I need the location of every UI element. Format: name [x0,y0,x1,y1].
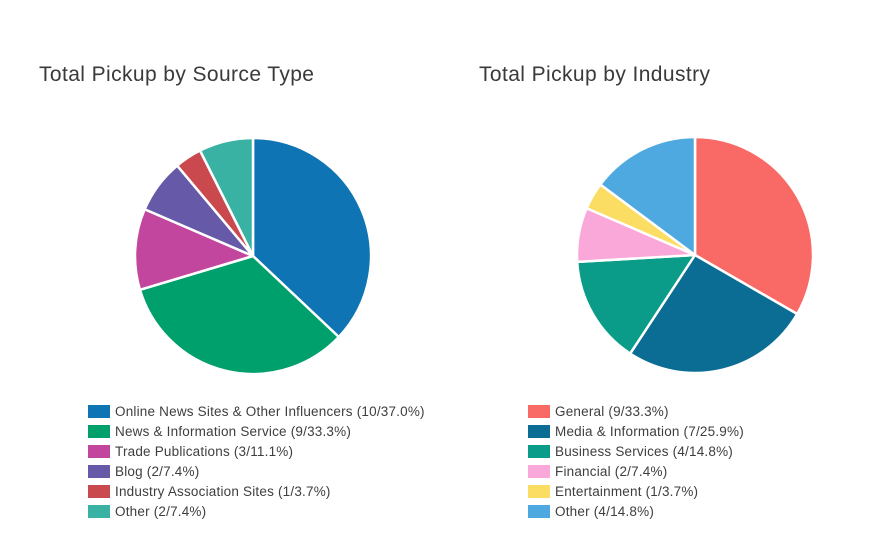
legend-item[interactable]: Other (2/7.4%) [88,501,425,521]
legend-item[interactable]: Other (4/14.8%) [528,501,744,521]
legend-item[interactable]: Blog (2/7.4%) [88,461,425,481]
legend-label: Business Services (4/14.8%) [555,443,733,459]
legend-label: Blog (2/7.4%) [115,463,200,479]
legend-label: Entertainment (1/3.7%) [555,483,699,499]
legend-label: Online News Sites & Other Influencers (1… [115,403,425,419]
chart-title-industry: Total Pickup by Industry [479,63,711,86]
pie-slice-business-services[interactable] [575,253,697,355]
legend-swatch [528,444,550,458]
legend-label: Financial (2/7.4%) [555,463,668,479]
pie-chart-industry [575,135,815,375]
legend-item[interactable]: Entertainment (1/3.7%) [528,481,744,501]
legend-swatch [528,404,550,418]
pie-chart-source-type [133,136,373,376]
pie-slice-news-information-service[interactable] [138,254,341,376]
legend-swatch [528,504,550,518]
legend-swatch [88,424,110,438]
pie-slice-trade-publications[interactable] [133,208,255,292]
legend-label: Industry Association Sites (1/3.7%) [115,483,331,499]
legend-item[interactable]: General (9/33.3%) [528,401,744,421]
legend-swatch [528,424,550,438]
legend-swatch [88,484,110,498]
legend-item[interactable]: Industry Association Sites (1/3.7%) [88,481,425,501]
pie-slice-other[interactable] [198,136,255,258]
chart-title-source-type: Total Pickup by Source Type [39,63,315,86]
legend-swatch [528,484,550,498]
legend-item[interactable]: Business Services (4/14.8%) [528,441,744,461]
pie-slice-other[interactable] [599,135,697,257]
legend-label: Other (2/7.4%) [115,503,207,519]
legend-item[interactable]: Trade Publications (3/11.1%) [88,441,425,461]
legend-label: News & Information Service (9/33.3%) [115,423,352,439]
legend-swatch [88,504,110,518]
pie-slice-general[interactable] [693,135,815,316]
legend-item[interactable]: Online News Sites & Other Influencers (1… [88,401,425,421]
legend-item[interactable]: News & Information Service (9/33.3%) [88,421,425,441]
pie-slice-online-news-sites-other-influencers[interactable] [251,136,373,339]
legend-source-type: Online News Sites & Other Influencers (1… [88,401,425,521]
pie-slice-media-information[interactable] [628,253,799,375]
legend-swatch [88,404,110,418]
legend-item[interactable]: Financial (2/7.4%) [528,461,744,481]
legend-label: General (9/33.3%) [555,403,669,419]
legend-swatch [88,464,110,478]
legend-swatch [528,464,550,478]
legend-item[interactable]: Media & Information (7/25.9%) [528,421,744,441]
legend-label: Trade Publications (3/11.1%) [115,443,294,459]
legend-industry: General (9/33.3%) Media & Information (7… [528,401,744,521]
legend-label: Media & Information (7/25.9%) [555,423,744,439]
legend-label: Other (4/14.8%) [555,503,655,519]
legend-swatch [88,444,110,458]
